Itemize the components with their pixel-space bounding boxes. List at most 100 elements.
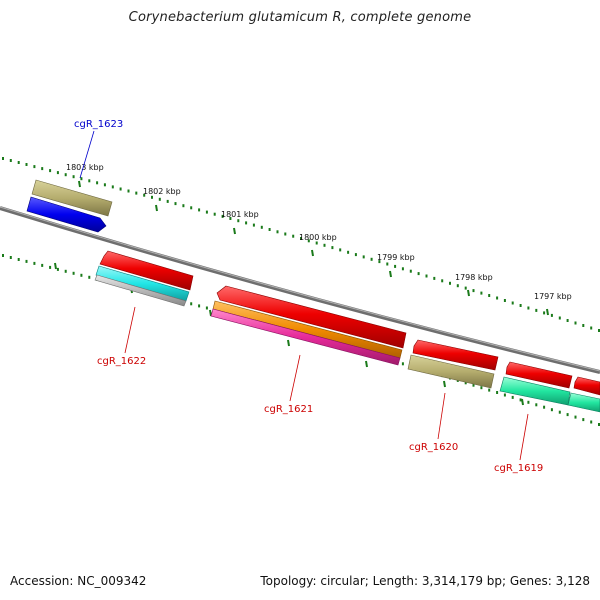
gene-green-2[interactable]	[567, 392, 600, 413]
scale-dot	[574, 321, 577, 325]
scale-dot	[307, 239, 310, 243]
scale-dot	[472, 383, 475, 387]
scale-dot	[550, 408, 553, 412]
scale-dot	[56, 267, 59, 271]
scale-dot	[558, 410, 561, 414]
leader-cgR_1620	[437, 392, 446, 440]
gene-label-cgR_1621[interactable]: cgR_1621	[264, 404, 313, 415]
scale-dot	[527, 400, 530, 404]
scale-dot	[245, 221, 248, 225]
scale-dot	[9, 159, 12, 162]
scale-dot	[41, 167, 44, 171]
scale-dot	[480, 291, 483, 295]
scale-dot	[17, 161, 20, 164]
scale-dot	[527, 306, 530, 310]
gene-red-1619[interactable]	[505, 361, 573, 389]
scale-dot	[503, 299, 506, 302]
scale-dot	[574, 415, 577, 419]
scale-dot	[315, 241, 318, 245]
scale-dot	[292, 234, 295, 238]
scale-dot	[362, 255, 365, 259]
leader-cgR_1623	[79, 130, 95, 179]
genome-backbone-highlight	[0, 206, 600, 372]
scale-dot	[566, 319, 569, 322]
gene-red-1620[interactable]	[412, 339, 499, 371]
scale-dot	[550, 313, 553, 317]
tick-label-1799: 1799 kbp	[377, 253, 415, 262]
scale-dot	[213, 212, 216, 216]
scale-dot	[119, 187, 122, 191]
scale-dot	[205, 306, 208, 310]
tick-label-1798: 1798 kbp	[455, 273, 493, 282]
scale-dot	[80, 273, 83, 277]
scale-dot	[25, 163, 28, 166]
gene-khaki-upper[interactable]	[31, 179, 113, 217]
scale-dot	[558, 316, 561, 320]
gene-label-cgR_1619[interactable]: cgR_1619	[494, 463, 543, 474]
gene-label-cgR_1622[interactable]: cgR_1622	[97, 356, 146, 367]
topology-text: Topology: circular; Length: 3,314,179 bp…	[260, 574, 590, 588]
scale-dot	[198, 304, 201, 308]
scale-dot	[386, 262, 389, 266]
gene-red-edge[interactable]	[573, 376, 600, 396]
gene-label-cgR_1620[interactable]: cgR_1620	[409, 442, 458, 453]
leader-cgR_1619	[519, 413, 529, 461]
scale-dot	[143, 193, 146, 197]
scale-dot	[103, 183, 106, 187]
scale-dot	[354, 253, 357, 257]
tick-label-1801: 1801 kbp	[221, 210, 259, 219]
scale-dot	[480, 386, 483, 390]
lower-scale-dots	[2, 254, 600, 426]
scale-dot	[590, 420, 593, 424]
gene-red-1622[interactable]	[99, 250, 194, 291]
leader-cgR_1621	[289, 354, 301, 402]
scale-dot	[433, 276, 436, 280]
tick-label-1800: 1800 kbp	[299, 233, 337, 242]
scale-dot	[566, 413, 569, 417]
scale-dot	[425, 274, 428, 278]
scale-dot	[323, 243, 326, 247]
tick-label-1797: 1797 kbp	[534, 292, 572, 301]
scale-dot	[88, 275, 91, 279]
scale-dot	[401, 267, 404, 271]
scale-dot	[511, 395, 514, 399]
scale-dot	[72, 175, 75, 179]
scale-dot	[535, 308, 538, 312]
scale-dot	[331, 246, 334, 250]
scale-dot	[17, 258, 20, 261]
scale-dot	[284, 232, 287, 236]
gene-red-1621[interactable]	[216, 285, 407, 349]
scale-dot	[519, 304, 522, 307]
scale-dot	[394, 264, 397, 268]
scale-dot	[401, 362, 404, 366]
scale-dot	[190, 206, 193, 210]
scale-dot	[441, 279, 444, 283]
scale-dot	[237, 219, 240, 223]
scale-dot	[409, 269, 412, 273]
scale-dot	[543, 311, 546, 315]
scale-dot	[88, 179, 91, 183]
leader-cgR_1622	[124, 306, 136, 354]
gene-label-cgR_1623[interactable]: cgR_1623	[74, 119, 123, 130]
tick-label-1802: 1802 kbp	[143, 187, 181, 196]
accession-text: Accession: NC_009342	[10, 574, 147, 588]
gene-khaki-lower[interactable]	[407, 354, 495, 389]
scale-dot	[64, 269, 67, 273]
scale-dot	[151, 195, 153, 199]
scale-dot	[260, 225, 263, 229]
scale-dot	[496, 391, 499, 394]
gene-magenta[interactable]	[210, 308, 401, 366]
scale-dot	[190, 302, 193, 306]
scale-dot	[488, 388, 491, 392]
scale-dot	[535, 403, 538, 407]
scale-dot	[158, 197, 161, 201]
scale-dot	[496, 296, 499, 300]
scale-dot	[268, 228, 271, 231]
gene-cgR_1623[interactable]	[26, 196, 107, 233]
major-ticks	[78, 180, 549, 316]
gene-silver[interactable]	[94, 274, 187, 307]
scale-dot	[9, 256, 12, 259]
scale-dot	[582, 418, 585, 422]
scale-dot	[347, 250, 350, 254]
